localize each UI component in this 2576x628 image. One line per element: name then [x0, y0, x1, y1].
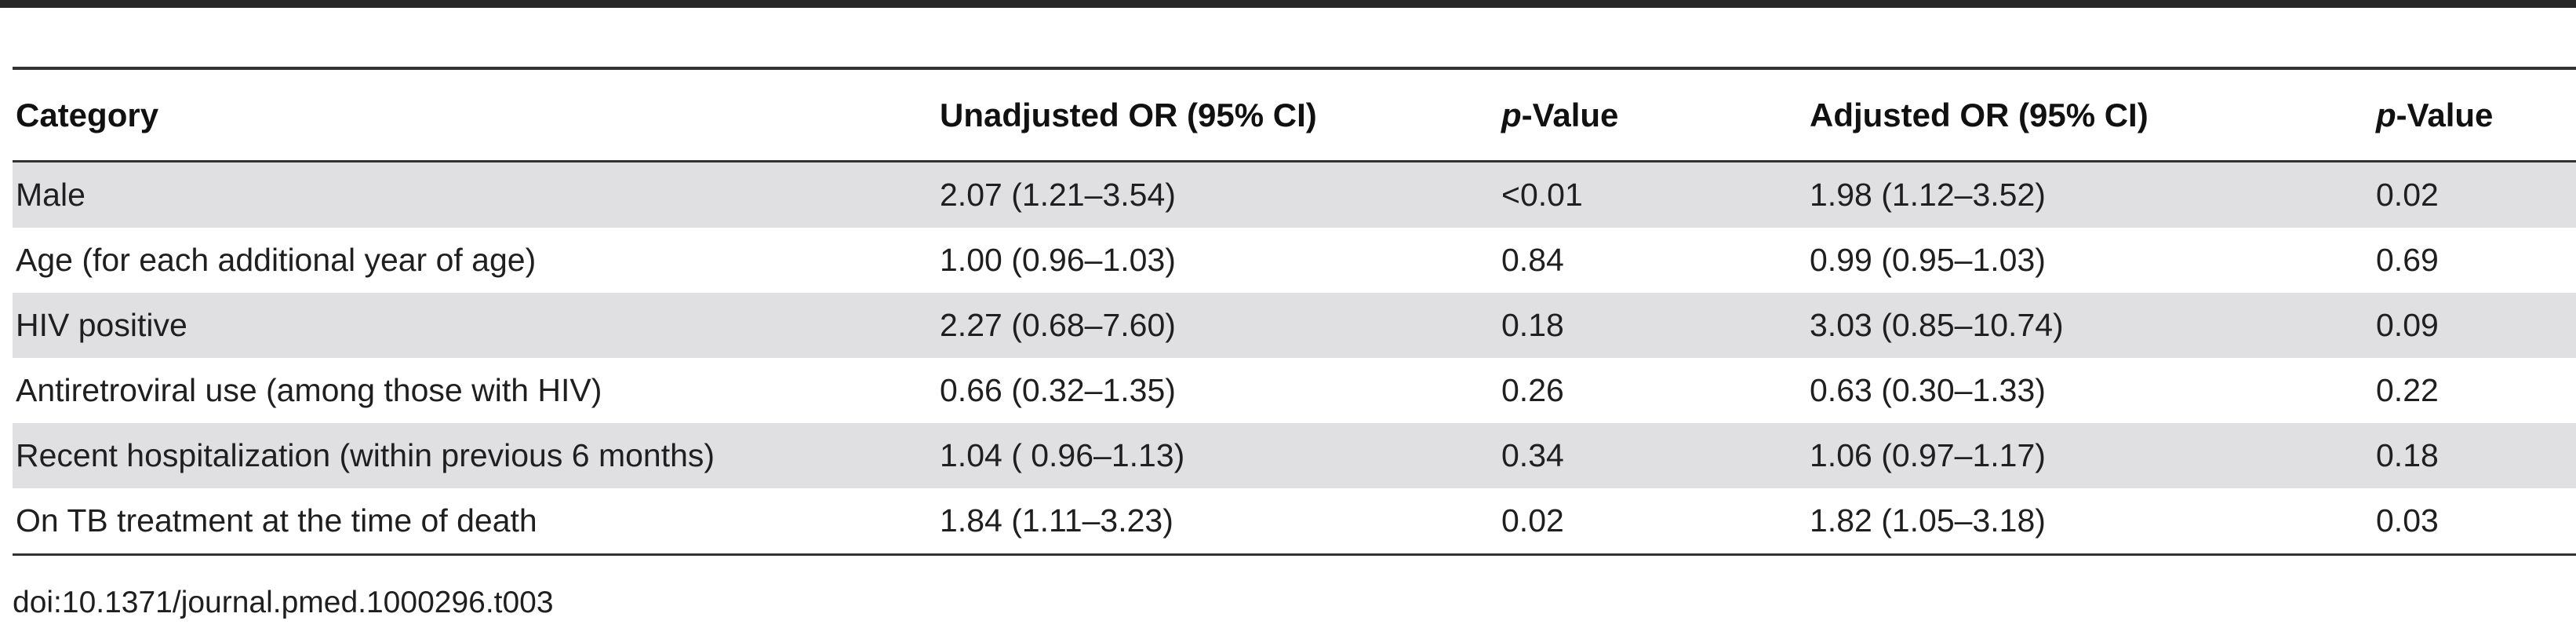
cell-category: Recent hospitalization (within previous …: [16, 437, 715, 473]
table-row: HIV positive 2.27 (0.68–7.60) 0.18 3.03 …: [13, 293, 2576, 358]
cell-adjusted-or: 1.98 (1.12–3.52): [1810, 177, 2046, 213]
table-top-rule: [13, 67, 2576, 70]
cell-unadjusted-or: 1.00 (0.96–1.03): [940, 242, 1176, 278]
header-row: Category Unadjusted OR (95% CI) p-Value …: [13, 70, 2576, 160]
odds-ratio-table: Category Unadjusted OR (95% CI) p-Value …: [13, 70, 2576, 553]
cell-unadjusted-or: 1.04 ( 0.96–1.13): [940, 437, 1185, 473]
odds-ratio-table-container: Category Unadjusted OR (95% CI) p-Value …: [13, 67, 2576, 556]
cell-adjusted-or: 1.82 (1.05–3.18): [1810, 502, 2046, 539]
header-adjusted-or: Adjusted OR (95% CI): [1810, 96, 2148, 133]
cell-category: Age (for each additional year of age): [16, 242, 537, 278]
header-p-letter: p: [1501, 96, 1522, 133]
header-p-value-adjusted: p-Value: [2373, 70, 2576, 160]
cell-category: HIV positive: [16, 307, 187, 343]
cell-p-value-unadjusted: 0.84: [1501, 242, 1564, 278]
cell-category: On TB treatment at the time of death: [16, 502, 537, 539]
header-category: Category: [16, 96, 159, 133]
cell-p-value-adjusted: 0.03: [2376, 502, 2439, 539]
table-row: Antiretroviral use (among those with HIV…: [13, 358, 2576, 423]
cell-adjusted-or: 3.03 (0.85–10.74): [1810, 307, 2064, 343]
cell-p-value-adjusted: 0.18: [2376, 437, 2439, 473]
table-bottom-rule: [13, 553, 2576, 556]
cell-p-value-unadjusted: 0.18: [1501, 307, 1564, 343]
cell-unadjusted-or: 0.66 (0.32–1.35): [940, 372, 1176, 408]
cell-p-value-adjusted: 0.02: [2376, 177, 2439, 213]
table-body: Male 2.07 (1.21–3.54) <0.01 1.98 (1.12–3…: [13, 162, 2576, 553]
cell-adjusted-or: 0.99 (0.95–1.03): [1810, 242, 2046, 278]
cell-p-value-unadjusted: 0.02: [1501, 502, 1564, 539]
header-bottom-rule: [13, 160, 2576, 162]
table-row: Recent hospitalization (within previous …: [13, 423, 2576, 488]
cell-adjusted-or: 1.06 (0.97–1.17): [1810, 437, 2046, 473]
doi-caption: doi:10.1371/journal.pmed.1000296.t003: [13, 586, 554, 619]
cell-p-value-unadjusted: <0.01: [1501, 177, 1583, 213]
header-p-value-unadjusted: p-Value: [1498, 70, 1806, 160]
cell-p-value-unadjusted: 0.34: [1501, 437, 1564, 473]
table-header: Category Unadjusted OR (95% CI) p-Value …: [13, 70, 2576, 162]
top-border: [0, 0, 2576, 8]
cell-p-value-adjusted: 0.09: [2376, 307, 2439, 343]
table-row: Age (for each additional year of age) 1.…: [13, 228, 2576, 293]
table-row: Male 2.07 (1.21–3.54) <0.01 1.98 (1.12–3…: [13, 162, 2576, 228]
cell-category: Antiretroviral use (among those with HIV…: [16, 372, 602, 408]
cell-unadjusted-or: 2.27 (0.68–7.60): [940, 307, 1176, 343]
cell-unadjusted-or: 2.07 (1.21–3.54): [940, 177, 1176, 213]
cell-adjusted-or: 0.63 (0.30–1.33): [1810, 372, 2046, 408]
header-p-suffix: -Value: [2396, 96, 2494, 133]
header-unadjusted-or: Unadjusted OR (95% CI): [940, 96, 1317, 133]
header-p-letter: p: [2376, 96, 2396, 133]
cell-category: Male: [16, 177, 86, 213]
cell-unadjusted-or: 1.84 (1.11–3.23): [940, 502, 1173, 539]
table-row: On TB treatment at the time of death 1.8…: [13, 488, 2576, 553]
header-p-suffix: -Value: [1521, 96, 1619, 133]
cell-p-value-adjusted: 0.69: [2376, 242, 2439, 278]
cell-p-value-unadjusted: 0.26: [1501, 372, 1564, 408]
header-rule-row: [13, 160, 2576, 162]
cell-p-value-adjusted: 0.22: [2376, 372, 2439, 408]
